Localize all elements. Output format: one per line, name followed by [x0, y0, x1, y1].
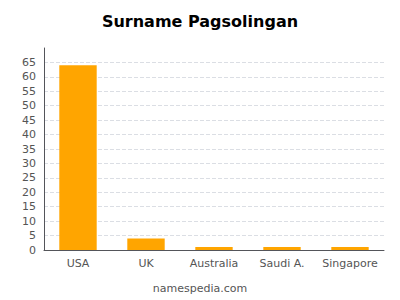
- svg-text:55: 55: [22, 85, 36, 98]
- svg-text:15: 15: [22, 200, 36, 213]
- svg-text:65: 65: [22, 56, 36, 69]
- svg-text:Surname Pagsolingan: Surname Pagsolingan: [102, 12, 298, 31]
- svg-text:10: 10: [22, 215, 36, 228]
- svg-text:5: 5: [29, 229, 36, 242]
- svg-text:0: 0: [29, 244, 36, 257]
- svg-text:namespedia.com: namespedia.com: [153, 282, 247, 295]
- svg-text:25: 25: [22, 171, 36, 184]
- svg-text:45: 45: [22, 114, 36, 127]
- svg-text:35: 35: [22, 143, 36, 156]
- svg-text:40: 40: [22, 128, 36, 141]
- svg-text:50: 50: [22, 99, 36, 112]
- svg-text:USA: USA: [67, 257, 90, 270]
- svg-text:20: 20: [22, 186, 36, 199]
- svg-text:Saudi A.: Saudi A.: [259, 257, 304, 270]
- svg-text:30: 30: [22, 157, 36, 170]
- svg-text:UK: UK: [138, 257, 154, 270]
- svg-text:Australia: Australia: [190, 257, 239, 270]
- svg-text:60: 60: [22, 70, 36, 83]
- svg-text:Singapore: Singapore: [322, 257, 378, 270]
